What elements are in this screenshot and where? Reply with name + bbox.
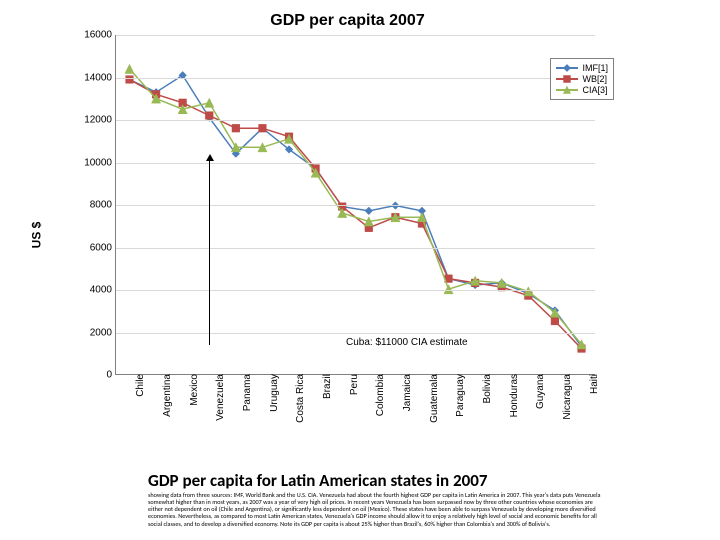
x-tick-label: Guyana [533,374,546,409]
cuba-annotation: Cuba: $11000 CIA estimate [346,337,468,348]
y-tick-label: 14000 [84,72,116,83]
legend-label: WB[2] [582,74,607,84]
series-marker [205,98,214,107]
legend-label: CIA[3] [582,85,607,95]
gridline [116,120,595,121]
x-tick-label: Jamaica [400,374,413,411]
series-marker [551,317,559,325]
x-tick-label: Peru [347,374,360,395]
x-tick-label: Venezuela [213,374,226,421]
legend-item: IMF[1] [556,63,608,73]
x-tick-label: Chile [133,374,146,397]
x-tick-label: Brazil [320,374,333,399]
caption-title: GDP per capita for Latin American states… [148,470,487,491]
x-tick-label: Colombia [373,374,386,416]
y-tick-label: 6000 [90,242,116,253]
x-tick-label: Panama [240,374,253,411]
x-tick-label: Mexico [187,374,200,406]
gridline [116,290,595,291]
legend-label: IMF[1] [582,63,608,73]
y-tick-label: 16000 [84,30,116,41]
chart-container: GDP per capita 2007 US $ 020004000600080… [75,10,620,460]
y-tick-label: 2000 [90,327,116,338]
gridline [116,163,595,164]
caption-body: showing data from three sources: IMF, Wo… [148,492,608,528]
gridline [116,333,595,334]
y-tick-label: 12000 [84,115,116,126]
series-marker [232,124,240,132]
chart-title: GDP per capita 2007 [75,12,620,30]
y-tick-label: 10000 [84,157,116,168]
x-tick-label: Paraguay [453,374,466,417]
x-tick-label: Bolivia [480,374,493,403]
series-marker [365,207,373,215]
gridline [116,205,595,206]
annotation-arrow [209,160,210,345]
x-tick-label: Argentina [160,374,173,417]
series-marker [205,112,213,120]
x-tick-label: Haiti [587,374,600,394]
x-tick-label: Honduras [507,374,520,417]
x-tick-label: Guatemala [427,374,440,423]
y-tick-label: 0 [106,370,116,381]
series-marker [524,287,533,296]
gridline [116,78,595,79]
gridline [116,35,595,36]
legend-item: CIA[3] [556,85,608,95]
y-tick-label: 8000 [90,200,116,211]
legend-item: WB[2] [556,74,608,84]
y-tick-label: 4000 [90,285,116,296]
series-marker [259,124,267,132]
series-line [130,75,582,346]
y-axis-label: US $ [29,222,43,249]
x-tick-label: Nicaragua [560,374,573,420]
plot-area: 0200040006000800010000120001400016000Chi… [115,35,595,375]
x-tick-label: Uruguay [267,374,280,412]
legend: IMF[1]WB[2]CIA[3] [550,58,614,100]
x-tick-label: Costa Rica [293,374,306,423]
gridline [116,248,595,249]
series-marker [125,64,134,73]
